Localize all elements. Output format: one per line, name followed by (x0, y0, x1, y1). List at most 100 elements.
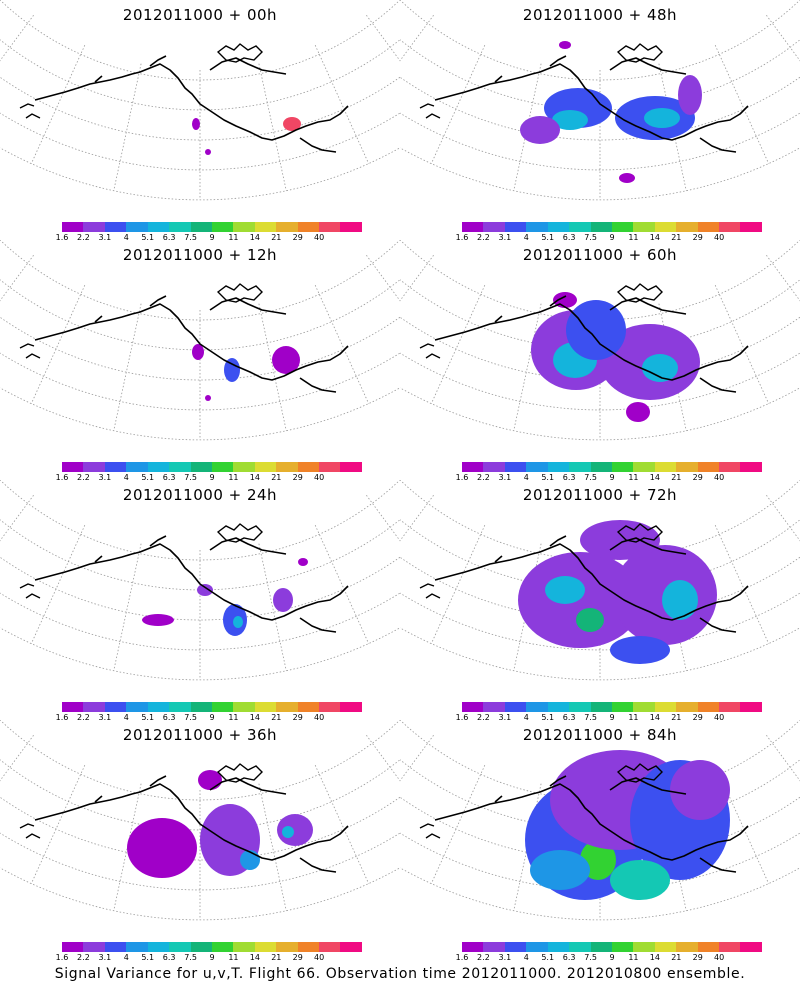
meridian-line (513, 63, 542, 191)
colorbar-swatch (633, 942, 655, 952)
colorbar-swatch (83, 222, 105, 232)
colorbar-swatch (483, 462, 505, 472)
colorbar-label: 2.2 (477, 953, 490, 962)
colorbar-label: 5.1 (141, 713, 155, 722)
colorbar-swatch (126, 462, 148, 472)
colorbar-swatch (569, 222, 591, 232)
meridian-line (513, 543, 542, 671)
colorbar-label: 40 (714, 713, 725, 722)
island-chain (419, 103, 441, 119)
colorbar-swatch (633, 222, 655, 232)
polar-map (400, 720, 800, 921)
colorbar-swatch (62, 462, 84, 472)
colorbar-swatch (654, 462, 677, 472)
colorbar-swatch (697, 942, 720, 952)
variance-contour (576, 608, 604, 632)
colorbar-label: 5.1 (141, 233, 155, 242)
forecast-panel-36h: 2012011000 + 36h 1.6 2.2 3.1 4 5.1 6.3 7.5 9 11 14… (0, 720, 400, 962)
variance-field (192, 117, 301, 155)
colorbar-label: 29 (692, 953, 703, 962)
polar-map (0, 480, 400, 681)
polar-map (400, 480, 800, 681)
meridian-line (30, 45, 86, 164)
colorbar-label: 9 (209, 713, 215, 722)
colorbar-labels: 1.6 2.2 3.1 4 5.1 6.3 7.5 9 11 14 21 29 40 (56, 233, 362, 243)
latitude-circle (0, 832, 400, 891)
colorbar-swatch (319, 942, 341, 952)
meridian-line (258, 783, 287, 911)
colorbar-labels: 1.6 2.2 3.1 4 5.1 6.3 7.5 9 11 14 21 29 40 (456, 233, 762, 243)
colorbar-swatch (297, 462, 320, 472)
colorbar-label: 40 (314, 473, 325, 482)
meridian-line (430, 525, 486, 644)
meridian-line (113, 63, 142, 191)
colorbar-label: 3.1 (98, 713, 112, 722)
colorbar-label: 1.6 (55, 713, 69, 722)
colorbar-label: 9 (209, 233, 215, 242)
colorbar-swatch (276, 702, 298, 712)
island-chain (19, 583, 41, 599)
coastline (34, 55, 349, 153)
island-chain (19, 343, 41, 359)
colorbar-label: 4 (523, 473, 529, 482)
colorbar-label: 40 (314, 233, 325, 242)
colorbar-swatch (590, 702, 612, 712)
coastline (434, 535, 749, 633)
colorbar-label: 1.6 (55, 233, 69, 242)
colorbar-label: 14 (249, 953, 260, 962)
colorbar-label: 14 (249, 473, 260, 482)
meridian-line (0, 254, 34, 302)
variance-contour (205, 149, 211, 155)
arctic-islands (216, 523, 263, 543)
colorbar-label: 11 (628, 713, 639, 722)
colorbar-swatch (526, 702, 548, 712)
colorbar-label: 29 (292, 713, 303, 722)
colorbar-swatch (483, 942, 505, 952)
polar-map (400, 240, 800, 441)
colorbar-swatch (462, 702, 484, 712)
colorbar-labels: 1.6 2.2 3.1 4 5.1 6.3 7.5 9 11 14 21 29 40 (456, 713, 762, 723)
colorbar-labels: 1.6 2.2 3.1 4 5.1 6.3 7.5 9 11 14 21 29 40 (456, 953, 762, 963)
colorbar-swatch (676, 222, 698, 232)
meridian-line (658, 63, 687, 191)
variance-contour (545, 576, 585, 604)
latitude-circle (0, 720, 400, 801)
colorbar-label: 4 (523, 713, 529, 722)
colorbar (462, 942, 762, 952)
colorbar-swatch (504, 462, 527, 472)
colorbar-label: 3.1 (98, 233, 112, 242)
colorbar-label: 14 (249, 713, 260, 722)
colorbar-swatch (569, 462, 591, 472)
colorbar-label: 3.1 (498, 953, 512, 962)
variance-contour (272, 346, 300, 374)
colorbar-swatch (297, 942, 320, 952)
variance-contour (626, 402, 650, 422)
colorbar-label: 2.2 (477, 473, 490, 482)
arctic-islands (616, 283, 663, 303)
colorbar-label: 21 (671, 473, 682, 482)
meridian-line (314, 285, 370, 404)
latitude-circle (0, 39, 400, 111)
colorbar-label: 1.6 (55, 953, 69, 962)
panel-title: 2012011000 + 84h (522, 726, 678, 744)
meridian-line (400, 494, 434, 542)
colorbar-label: 4 (123, 953, 129, 962)
colorbar-label: 7.5 (584, 953, 597, 962)
colorbar-swatch (719, 462, 741, 472)
graticule (400, 0, 800, 201)
colorbar-label: 4 (123, 233, 129, 242)
colorbar-label: 9 (209, 473, 215, 482)
colorbar-swatch (526, 462, 548, 472)
colorbar-swatch (276, 942, 298, 952)
arctic-islands (616, 43, 663, 63)
colorbar-swatch (547, 702, 570, 712)
colorbar-swatch (62, 702, 84, 712)
island-chain (19, 823, 41, 839)
colorbar-swatch (633, 462, 655, 472)
colorbar-label: 3.1 (98, 953, 112, 962)
colorbar-label: 14 (249, 233, 260, 242)
latitude-circle (0, 796, 400, 861)
meridian-line (0, 494, 34, 542)
panel-title: 2012011000 + 36h (122, 726, 278, 744)
variance-contour (610, 860, 670, 900)
